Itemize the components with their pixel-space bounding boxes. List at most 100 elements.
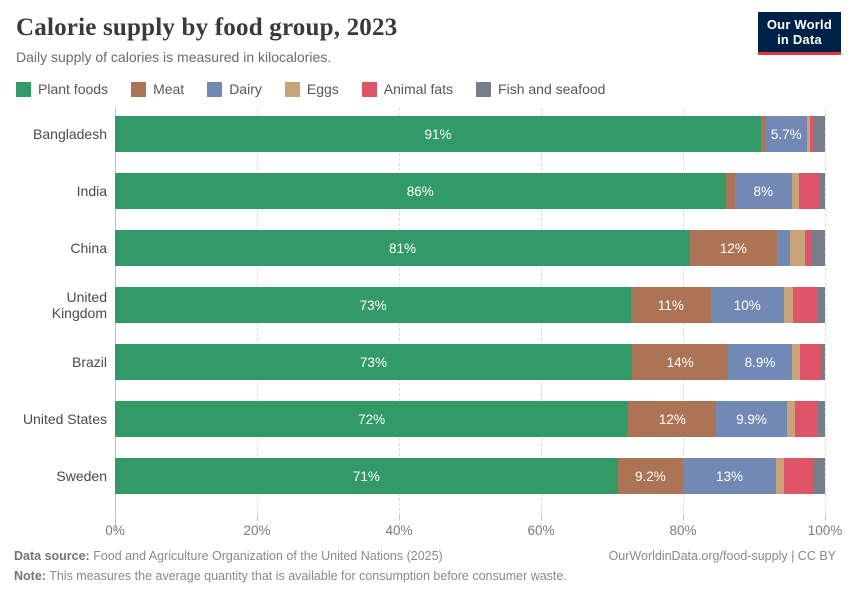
legend-item-animal-fats[interactable]: Animal fats xyxy=(361,81,454,97)
chart-row-bangladesh: Bangladesh 91% 5.7% xyxy=(14,116,825,152)
bar-value-label: 91% xyxy=(424,126,452,142)
bar-segment-fish-and-seafood[interactable] xyxy=(817,401,825,437)
bar-segment-meat[interactable]: 12% xyxy=(628,401,717,437)
bar-value-label: 81% xyxy=(389,240,417,256)
bar-segment-eggs[interactable] xyxy=(806,116,811,152)
bar-segment-dairy[interactable]: 13% xyxy=(682,458,776,494)
chart-row-united-kingdom: United Kingdom 73% 11% 10% xyxy=(14,287,825,323)
bar-segment-eggs[interactable] xyxy=(790,230,806,266)
bar-value-label: 72% xyxy=(358,411,386,427)
bar-segment-animal-fats[interactable] xyxy=(798,173,819,209)
bar-value-label: 12% xyxy=(719,240,747,256)
bar-segment-plant-foods[interactable]: 81% xyxy=(115,230,691,266)
bar-value-label: 86% xyxy=(406,183,434,199)
legend-item-eggs[interactable]: Eggs xyxy=(284,81,339,97)
owid-logo[interactable]: Our World in Data xyxy=(757,12,841,55)
legend-swatch-icon xyxy=(284,81,300,97)
x-axis: 0% 20% 40% 60% 80% 100% xyxy=(105,515,842,545)
bar-segment-eggs[interactable] xyxy=(791,173,799,209)
bar-segment-fish-and-seafood[interactable] xyxy=(814,458,825,494)
bar-segment-eggs[interactable] xyxy=(783,287,794,323)
bar-segment-animal-fats[interactable] xyxy=(793,287,818,323)
stacked-bar: 81% 12% xyxy=(115,230,825,266)
bar-segment-plant-foods[interactable]: 71% xyxy=(115,458,618,494)
bar-segment-eggs[interactable] xyxy=(786,401,796,437)
bar-segment-dairy[interactable]: 8% xyxy=(734,173,792,209)
x-tick-mark xyxy=(399,515,400,520)
data-source-label: Data source: xyxy=(14,548,90,563)
legend-swatch-icon xyxy=(476,81,492,97)
bar-value-label: 14% xyxy=(666,354,694,370)
country-label: United Kingdom xyxy=(51,289,107,321)
stacked-bar: 73% 11% 10% xyxy=(115,287,825,323)
legend-label: Fish and seafood xyxy=(498,81,606,97)
bar-segment-dairy[interactable]: 5.7% xyxy=(766,116,807,152)
x-tick-mark xyxy=(257,515,258,520)
bar-segment-dairy[interactable]: 9.9% xyxy=(716,401,787,437)
x-tick-label: 40% xyxy=(385,523,413,538)
bar-value-label: 8% xyxy=(753,183,773,199)
data-source: Data source: Food and Agriculture Organi… xyxy=(14,546,443,567)
bar-segment-dairy[interactable]: 10% xyxy=(710,287,784,323)
chart-row-brazil: Brazil 73% 14% 8.9% xyxy=(14,344,825,380)
legend-item-plant-foods[interactable]: Plant foods xyxy=(16,81,108,97)
bar-segment-plant-foods[interactable]: 72% xyxy=(115,401,629,437)
bar-segment-animal-fats[interactable] xyxy=(783,458,815,494)
bar-segment-meat[interactable] xyxy=(725,173,735,209)
bar-segment-animal-fats[interactable] xyxy=(795,401,818,437)
gridline xyxy=(825,108,826,531)
bar-segment-plant-foods[interactable]: 86% xyxy=(115,173,726,209)
bar-segment-fish-and-seafood[interactable] xyxy=(812,230,825,266)
bar-segment-plant-foods[interactable]: 73% xyxy=(115,287,632,323)
bar-value-label: 12% xyxy=(658,411,686,427)
bar-value-label: 10% xyxy=(733,297,761,313)
bar-segment-meat[interactable]: 9.2% xyxy=(617,458,683,494)
bar-segment-plant-foods[interactable]: 73% xyxy=(115,344,632,380)
bar-value-label: 71% xyxy=(352,468,380,484)
bar-segment-fish-and-seafood[interactable] xyxy=(817,287,825,323)
bar-segment-meat[interactable] xyxy=(761,116,767,152)
bar-segment-animal-fats[interactable] xyxy=(810,116,813,152)
bar-segment-fish-and-seafood[interactable] xyxy=(821,344,825,380)
chart-row-sweden: Sweden 71% 9.2% 13% xyxy=(14,458,825,494)
bar-segment-eggs[interactable] xyxy=(775,458,784,494)
logo-line2: in Data xyxy=(777,32,822,48)
x-tick-label: 80% xyxy=(669,523,697,538)
bar-segment-eggs[interactable] xyxy=(791,344,801,380)
stacked-bar: 91% 5.7% xyxy=(115,116,825,152)
bar-value-label: 13% xyxy=(715,468,743,484)
bar-segment-plant-foods[interactable]: 91% xyxy=(115,116,762,152)
bar-segment-meat[interactable]: 14% xyxy=(631,344,729,380)
x-tick-mark xyxy=(115,515,116,520)
x-tick-label: 100% xyxy=(807,523,843,538)
legend-item-fish-and-seafood[interactable]: Fish and seafood xyxy=(476,81,605,97)
legend-label: Animal fats xyxy=(383,81,454,97)
attribution-link[interactable]: OurWorldinData.org/food-supply | CC BY xyxy=(608,548,836,563)
bar-segment-animal-fats[interactable] xyxy=(800,344,822,380)
legend-item-dairy[interactable]: Dairy xyxy=(207,81,262,97)
note-text: This measures the average quantity that … xyxy=(45,569,567,584)
bar-value-label: 8.9% xyxy=(744,354,776,370)
bar-value-label: 9.2% xyxy=(634,468,666,484)
bar-segment-fish-and-seafood[interactable] xyxy=(812,116,825,152)
chart-row-india: India 86% 8% xyxy=(14,173,825,209)
bar-segment-dairy[interactable]: 8.9% xyxy=(728,344,792,380)
bar-segment-meat[interactable]: 11% xyxy=(631,287,711,323)
stacked-bar: 72% 12% 9.9% xyxy=(115,401,825,437)
x-tick-label: 0% xyxy=(105,523,125,538)
legend-item-meat[interactable]: Meat xyxy=(131,81,184,97)
legend-swatch-icon xyxy=(361,81,377,97)
legend: Plant foods Meat Dairy Eggs Animal fats Fish … xyxy=(16,81,836,97)
bar-segment-fish-and-seafood[interactable] xyxy=(818,173,825,209)
bar-segment-meat[interactable]: 12% xyxy=(690,230,777,266)
x-tick-mark xyxy=(683,515,684,520)
x-tick-mark xyxy=(825,515,826,520)
bar-segment-animal-fats[interactable] xyxy=(805,230,813,266)
stacked-bar: 71% 9.2% 13% xyxy=(115,458,825,494)
bar-segment-dairy[interactable] xyxy=(776,230,791,266)
country-label: China xyxy=(70,240,107,256)
note-label: Note: xyxy=(14,569,46,584)
bar-value-label: 73% xyxy=(359,297,387,313)
bar-value-label: 73% xyxy=(359,354,387,370)
stacked-bar-chart: Bangladesh 91% 5.7% India 86% 8% China 81% 12% Un… xyxy=(14,108,842,545)
